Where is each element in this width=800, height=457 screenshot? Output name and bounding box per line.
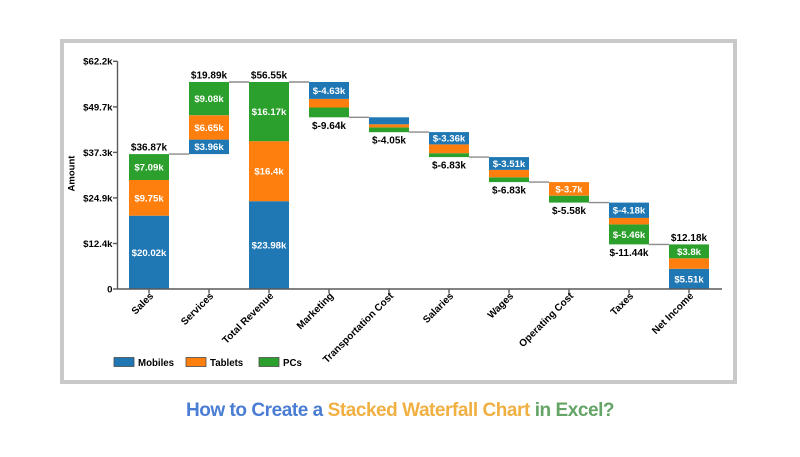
svg-text:$-6.83k: $-6.83k: [432, 161, 466, 172]
svg-text:$16.4k: $16.4k: [254, 167, 284, 178]
svg-text:$20.02k: $20.02k: [132, 248, 167, 259]
svg-text:$36.87k: $36.87k: [131, 143, 168, 154]
svg-text:Tablets: Tablets: [210, 358, 243, 369]
svg-text:$9.75k: $9.75k: [134, 193, 164, 204]
svg-text:$19.89k: $19.89k: [191, 71, 228, 82]
svg-text:Sales: Sales: [130, 291, 157, 318]
svg-text:$-6.83k: $-6.83k: [492, 186, 526, 197]
svg-text:$-3.51k: $-3.51k: [493, 159, 526, 170]
svg-text:$3.96k: $3.96k: [194, 142, 224, 153]
svg-text:$-4.05k: $-4.05k: [372, 136, 406, 147]
svg-text:$9.08k: $9.08k: [194, 94, 224, 105]
svg-text:0: 0: [107, 284, 112, 295]
svg-text:$-11.44k: $-11.44k: [610, 248, 649, 259]
svg-text:$12.18k: $12.18k: [671, 233, 708, 244]
svg-text:$-5.46k: $-5.46k: [613, 230, 646, 241]
svg-text:$62.2k: $62.2k: [83, 57, 113, 68]
svg-text:$49.7k: $49.7k: [83, 102, 113, 113]
svg-text:Mobiles: Mobiles: [138, 358, 174, 369]
svg-text:Wages: Wages: [486, 291, 517, 322]
svg-text:Marketing: Marketing: [295, 291, 336, 332]
svg-text:PCs: PCs: [283, 358, 302, 369]
svg-text:Taxes: Taxes: [609, 291, 637, 319]
svg-text:$6.65k: $6.65k: [194, 123, 224, 134]
svg-text:Operating Cost: Operating Cost: [517, 290, 576, 349]
svg-text:Net Income: Net Income: [650, 291, 696, 337]
svg-text:$-9.64k: $-9.64k: [312, 121, 346, 132]
svg-text:$16.17k: $16.17k: [252, 107, 287, 118]
svg-text:Amount: Amount: [67, 155, 78, 192]
svg-text:Total Revenue: Total Revenue: [221, 291, 277, 347]
svg-text:$56.55k: $56.55k: [251, 71, 288, 82]
svg-text:$-3.7k: $-3.7k: [555, 184, 583, 195]
svg-text:$24.9k: $24.9k: [83, 193, 113, 204]
svg-text:$-5.58k: $-5.58k: [552, 206, 586, 217]
svg-text:$37.3k: $37.3k: [83, 148, 113, 159]
svg-text:$3.8k: $3.8k: [677, 247, 702, 258]
svg-text:$-4.63k: $-4.63k: [313, 86, 346, 97]
svg-text:Salaries: Salaries: [421, 291, 456, 326]
svg-text:$23.98k: $23.98k: [252, 241, 287, 252]
svg-text:$-4.18k: $-4.18k: [613, 206, 646, 217]
svg-text:$5.51k: $5.51k: [674, 274, 704, 285]
svg-text:$12.4k: $12.4k: [83, 239, 113, 250]
svg-text:$7.09k: $7.09k: [134, 163, 164, 174]
svg-text:Services: Services: [179, 291, 216, 328]
svg-text:$-3.36k: $-3.36k: [433, 134, 466, 145]
